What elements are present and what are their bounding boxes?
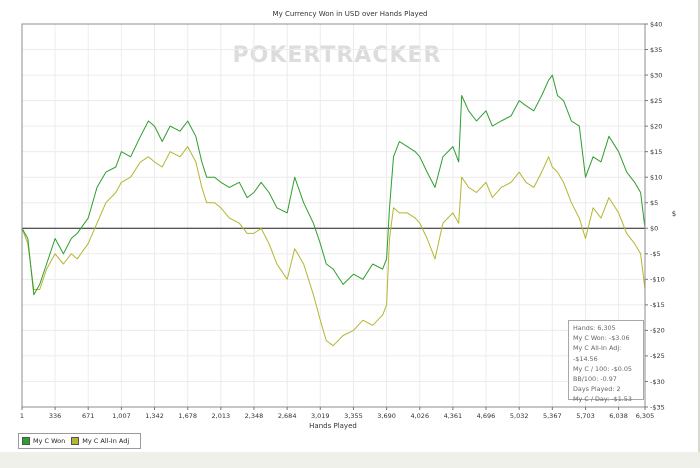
y-tick-label: $10 (650, 174, 662, 182)
x-tick-label: 336 (49, 412, 61, 420)
y-tick-label: -$15 (650, 301, 665, 309)
y-tick-label: $0 (650, 225, 658, 233)
x-tick-label: 2,013 (212, 412, 231, 420)
x-tick-label: 4,026 (410, 412, 429, 420)
series-line-my-c-won (21, 74, 646, 296)
x-tick-label: 4,696 (477, 412, 496, 420)
legend-label-all-in-adj: My C All-In Adj (82, 437, 130, 445)
window-bottom-edge (0, 452, 700, 464)
plot-area (21, 23, 646, 408)
series-line-my-c-all-in-adj (21, 146, 646, 347)
y-tick-label: $25 (650, 97, 662, 105)
x-tick-label: 5,032 (510, 412, 529, 420)
x-tick-label: 2,684 (278, 412, 297, 420)
legend-item-won: My C Won (22, 437, 65, 445)
x-tick-label: 4,361 (444, 412, 463, 420)
x-tick-label: 1,342 (145, 412, 164, 420)
legend: My C Won My C All-In Adj (18, 433, 141, 449)
legend-label-won: My C Won (33, 437, 66, 445)
x-tick-label: 2,348 (245, 412, 264, 420)
y-tick-label: $5 (650, 199, 658, 207)
x-tick-label: 5,367 (543, 412, 562, 420)
y-axis-label: $ (672, 210, 676, 218)
stats-box: Hands: 6,305 My C Won: -$3.06 My C All-I… (568, 320, 644, 403)
y-tick-label: -$20 (650, 327, 665, 335)
stat-all-in-adj: My C All-In Adj: -$14.56 (573, 344, 622, 363)
x-tick-label: 671 (82, 412, 94, 420)
legend-swatch-won (22, 437, 30, 445)
legend-swatch-all-in-adj (71, 437, 80, 445)
legend-item-all-in-adj: My C All-In Adj (71, 437, 129, 445)
y-tick-label: $30 (650, 71, 662, 79)
y-tick-label: -$30 (650, 378, 665, 386)
y-tick-label: $15 (650, 148, 662, 156)
x-axis-label: Hands Played (309, 422, 357, 430)
x-tick-label: 3,690 (377, 412, 396, 420)
x-tick-label: 5,703 (576, 412, 595, 420)
chart-title: My Currency Won in USD over Hands Played (273, 10, 428, 18)
x-tick-label: 6,038 (609, 412, 628, 420)
x-tick-label: 1,007 (112, 412, 131, 420)
x-tick-label: 1 (20, 412, 24, 420)
stat-hands: Hands: 6,305 (573, 324, 616, 332)
x-tick-label: 1,678 (178, 412, 197, 420)
stat-my-c-per-day: My C / Day: -$1.53 (573, 395, 632, 404)
y-tick-label: $20 (650, 122, 662, 130)
watermark-logo: POKERTRACKER (233, 43, 442, 68)
stat-bb-per-100: BB/100: -0.97 (573, 375, 617, 384)
x-tick-label: 3,355 (344, 412, 363, 420)
y-tick-label: -$25 (650, 352, 665, 360)
stat-my-c-per-100: My C / 100: -$0.05 (573, 364, 632, 373)
x-tick-label: 3,019 (311, 412, 330, 420)
stat-days-played: Days Played: 2 (573, 385, 621, 394)
y-tick-label: $40 (650, 20, 662, 28)
x-tick-label: 6,305 (636, 412, 655, 420)
y-tick-label: -$5 (650, 250, 661, 258)
y-tick-label: $35 (650, 46, 662, 54)
stat-my-c-won: My C Won: -$3.06 (573, 334, 630, 343)
y-tick-label: -$10 (650, 276, 665, 284)
y-tick-label: -$35 (650, 403, 665, 411)
